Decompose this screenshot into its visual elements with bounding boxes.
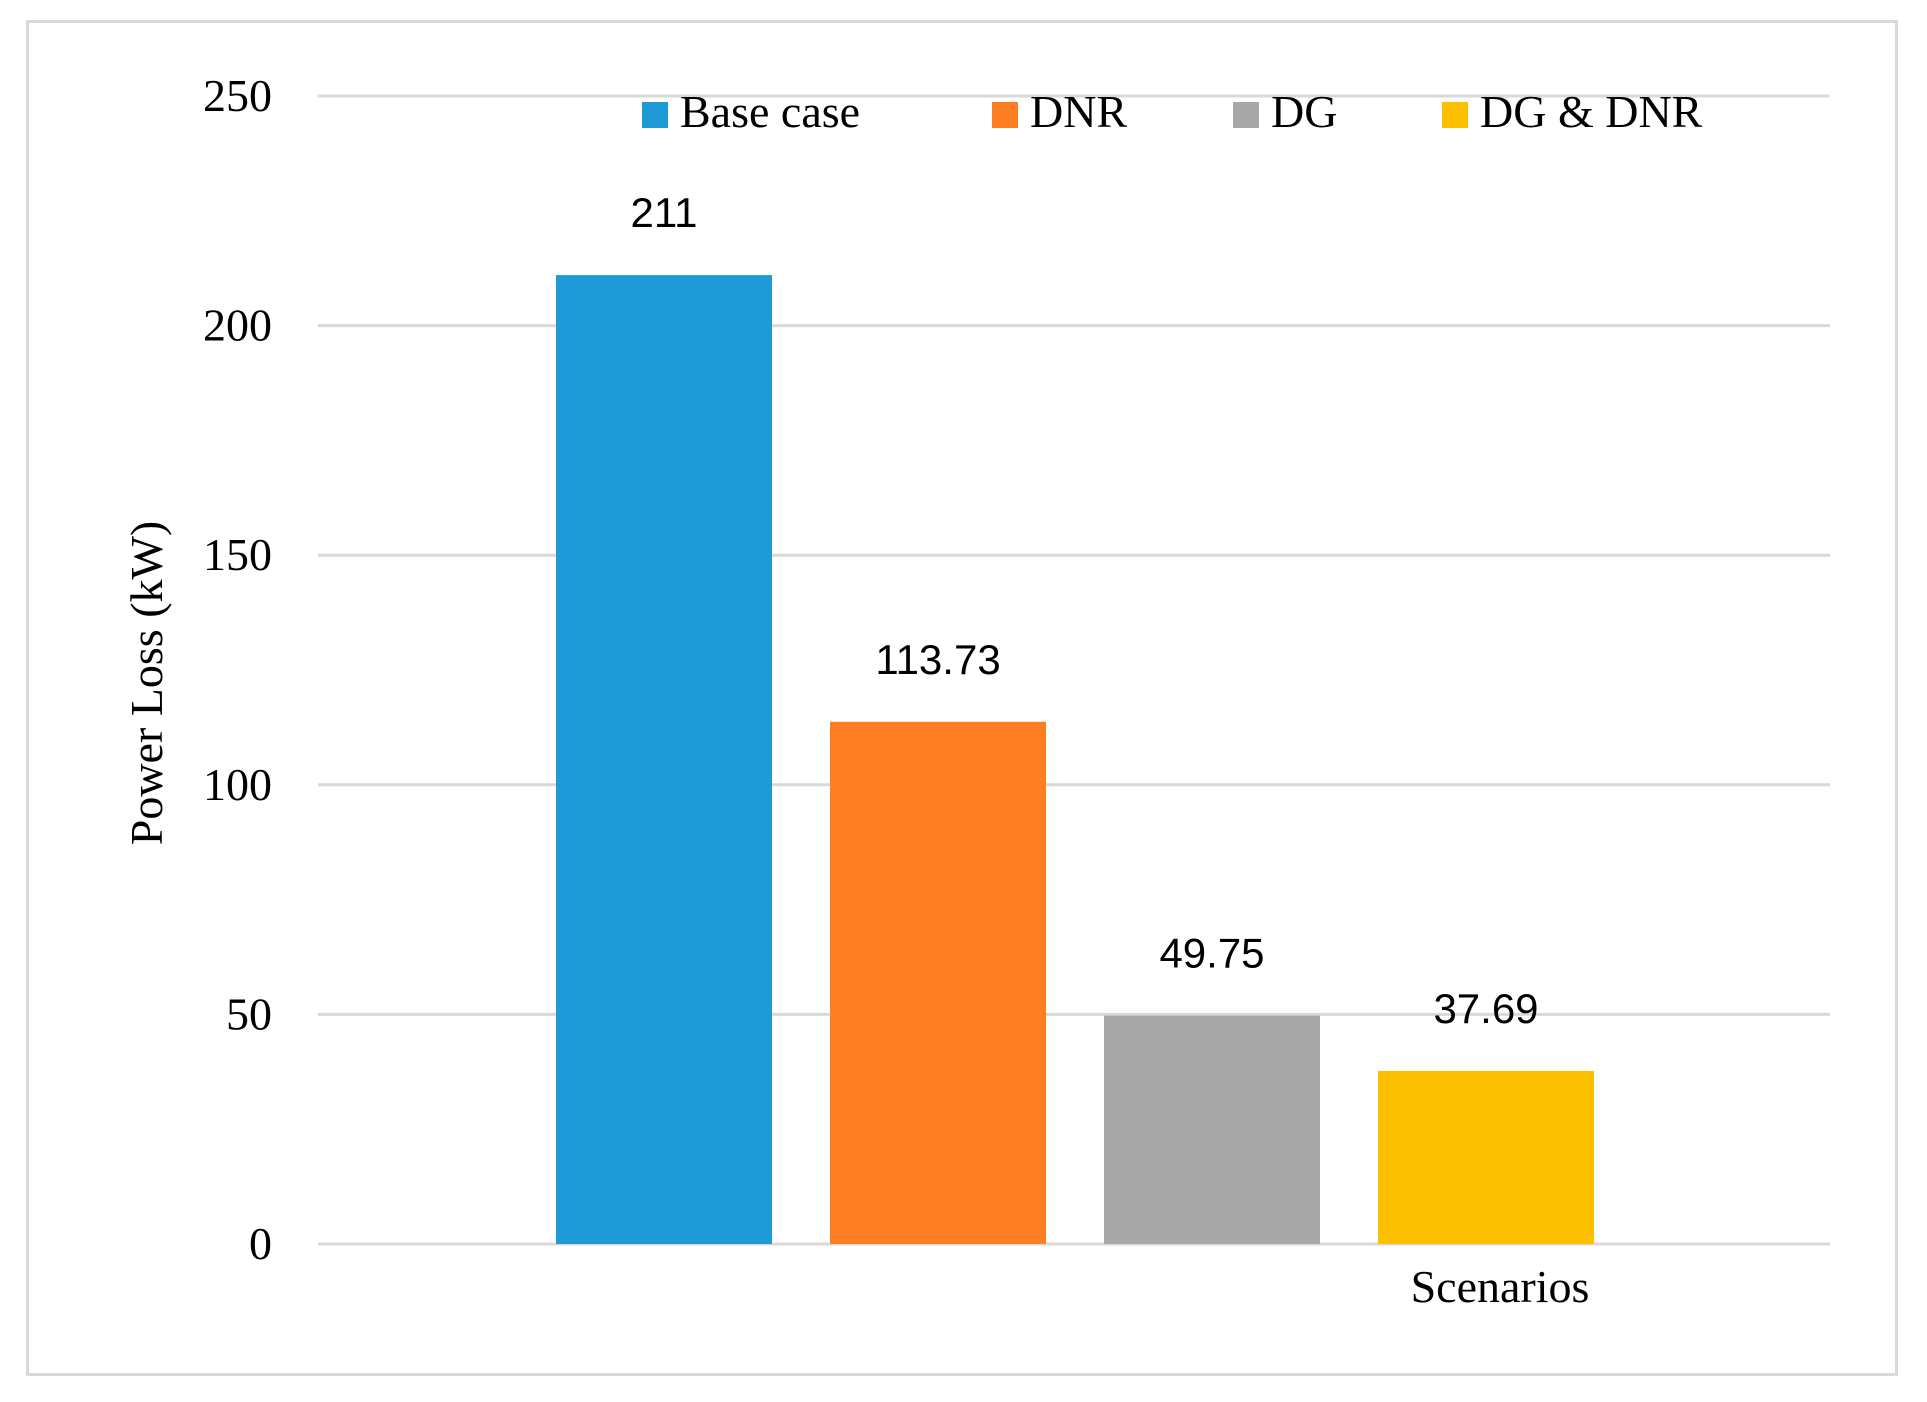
y-tick-label-250: 250 bbox=[203, 70, 272, 121]
data-labels: 211 113.73 49.75 37.69 bbox=[631, 189, 1539, 1032]
y-tick-label-0: 0 bbox=[249, 1218, 272, 1269]
legend-label-3: DG bbox=[1271, 86, 1337, 137]
bar-dg bbox=[1104, 1015, 1320, 1244]
bar-dnr bbox=[830, 721, 1046, 1244]
legend-label-1: Base case bbox=[680, 86, 860, 137]
data-label-1: 211 bbox=[631, 189, 698, 236]
y-tick-label-150: 150 bbox=[203, 529, 272, 580]
legend-swatch-4 bbox=[1442, 102, 1468, 128]
y-axis-ticks: 0 50 100 150 200 250 bbox=[203, 70, 272, 1269]
legend-label-2: DNR bbox=[1030, 86, 1127, 137]
data-label-4: 37.69 bbox=[1433, 985, 1538, 1032]
legend-label-4: DG & DNR bbox=[1480, 86, 1703, 137]
bar-base-case bbox=[556, 275, 772, 1244]
y-tick-label-200: 200 bbox=[203, 300, 272, 351]
y-tick-label-50: 50 bbox=[226, 988, 272, 1039]
x-axis-title: Scenarios bbox=[1411, 1261, 1590, 1312]
bars bbox=[556, 275, 1594, 1244]
gridlines bbox=[318, 94, 1830, 1246]
data-label-3: 49.75 bbox=[1159, 930, 1264, 977]
legend-swatch-1 bbox=[642, 102, 668, 128]
legend-swatch-3 bbox=[1233, 102, 1259, 128]
legend-swatch-2 bbox=[992, 102, 1018, 128]
y-axis-title: Power Loss (kW) bbox=[121, 521, 172, 846]
data-label-2: 113.73 bbox=[875, 636, 1000, 683]
legend: Base case DNR DG DG & DNR bbox=[642, 86, 1703, 137]
y-tick-label-100: 100 bbox=[203, 759, 272, 810]
bar-dg-dnr bbox=[1378, 1070, 1594, 1244]
